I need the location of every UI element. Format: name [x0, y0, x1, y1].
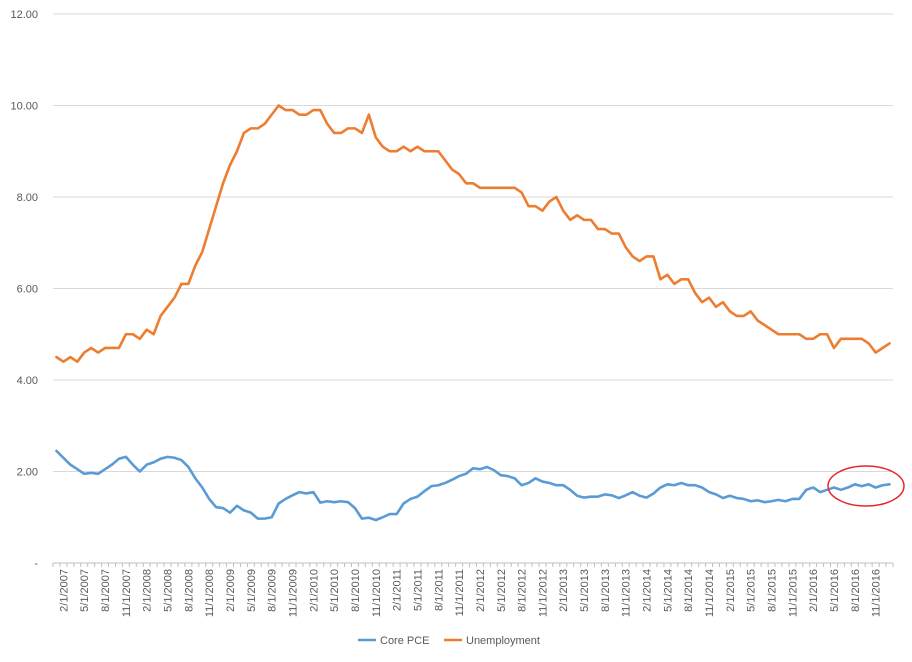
x-tick-label: 5/1/2008 [163, 569, 175, 612]
x-tick-label: 2/1/2012 [475, 569, 487, 612]
x-tick-label: 8/1/2008 [183, 569, 195, 612]
x-tick-label: 5/1/2007 [79, 569, 91, 612]
x-tick-label: 2/1/2008 [142, 569, 154, 612]
highlight-ellipse [827, 465, 905, 507]
x-tick-label: 2/1/2014 [642, 569, 654, 612]
series-lines [55, 104, 891, 522]
x-tick-label: 11/1/2015 [787, 569, 799, 617]
y-tick-label: 2.00 [17, 467, 38, 479]
x-tick-label: 2/1/2011 [392, 569, 404, 611]
x-tick-label: 5/1/2016 [829, 569, 841, 612]
y-tick-label: - [34, 558, 38, 570]
y-tick-label: 12.00 [10, 9, 38, 21]
x-tick-label: 5/1/2014 [662, 569, 674, 612]
y-tick-label: 4.00 [17, 375, 38, 387]
x-tick-label: 11/1/2013 [621, 569, 633, 617]
y-tick-label: 6.00 [17, 284, 38, 296]
series-line-core-pce [55, 449, 891, 522]
x-tick-label: 2/1/2016 [808, 569, 820, 612]
x-tick-label: 8/1/2011 [433, 569, 445, 611]
x-tick-label: 8/1/2009 [267, 569, 279, 612]
x-tick-label: 2/1/2010 [308, 569, 320, 612]
x-tick-label: 5/1/2013 [579, 569, 591, 612]
x-tick-label: 8/1/2010 [350, 569, 362, 612]
x-tick-label: 11/1/2014 [704, 569, 716, 617]
gridlines [53, 13, 893, 472]
x-tick-label: 5/1/2009 [246, 569, 258, 612]
x-tick-label: 8/1/2012 [517, 569, 529, 612]
x-tick-label: 8/1/2015 [767, 569, 779, 612]
legend-label: Core PCE [380, 635, 430, 647]
y-tick-label: 8.00 [17, 192, 38, 204]
y-tick-label: 10.00 [10, 101, 38, 113]
x-tick-label: 11/1/2016 [871, 569, 883, 617]
x-tick-label: 2/1/2009 [225, 569, 237, 612]
x-tick-label: 11/1/2009 [288, 569, 300, 617]
x-tick-label: 5/1/2012 [496, 569, 508, 612]
x-tick-label: 5/1/2011 [412, 569, 424, 611]
x-tick-label: 8/1/2007 [100, 569, 112, 612]
x-tick-label: 5/1/2015 [746, 569, 758, 612]
x-tick-label: 11/1/2011 [454, 569, 466, 616]
legend-label: Unemployment [466, 635, 540, 647]
x-tick-label: 11/1/2008 [204, 569, 216, 617]
x-tick-label: 2/1/2007 [58, 569, 70, 612]
x-tick-label: 8/1/2016 [850, 569, 862, 612]
series-line-unemployment [55, 104, 891, 364]
x-axis [52, 562, 894, 567]
x-tick-label: 11/1/2010 [371, 569, 383, 617]
x-tick-label: 2/1/2013 [558, 569, 570, 612]
y-axis-tick-labels: - 2.00 4.00 6.00 8.00 10.00 12.00 [10, 9, 38, 570]
x-axis-tick-labels: 2/1/2007 5/1/2007 8/1/2007 11/1/2007 2/1/200… [58, 569, 882, 617]
x-tick-label: 8/1/2014 [683, 569, 695, 612]
x-tick-label: 11/1/2007 [121, 569, 133, 617]
x-tick-label: 8/1/2013 [600, 569, 612, 612]
legend: Core PCE Unemployment [358, 635, 540, 647]
x-tick-label: 11/1/2012 [537, 569, 549, 617]
x-tick-label: 5/1/2010 [329, 569, 341, 612]
x-tick-label: 2/1/2015 [725, 569, 737, 612]
